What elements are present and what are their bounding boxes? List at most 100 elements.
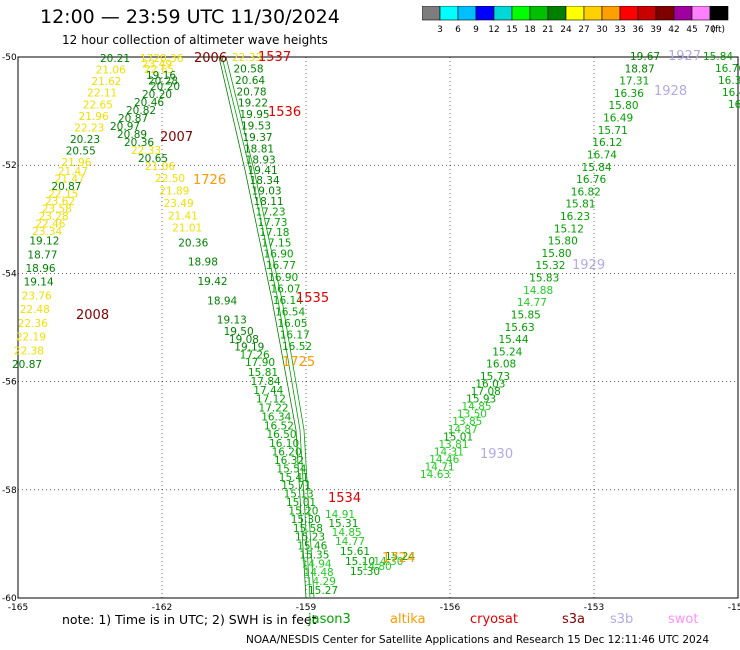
satellite-legend-item: s3b xyxy=(610,612,634,627)
scale-label: 18 xyxy=(524,25,536,35)
wave-height-label: 14.94 xyxy=(302,558,332,570)
wave-height-label: 15.32 xyxy=(535,260,565,272)
wave-height-label: 23.49 xyxy=(142,59,172,71)
wave-height-label: 17.12 xyxy=(256,394,286,406)
wave-height-label: 14.46 xyxy=(429,454,459,466)
wave-height-label: 20.87 xyxy=(12,359,42,371)
lat-tick-label: -56 xyxy=(2,378,17,388)
wave-height-label: 17.44 xyxy=(253,385,283,397)
wave-height-label: 22.33 xyxy=(131,145,161,157)
wave-height-label: 15.58 xyxy=(293,523,323,535)
wave-height-label: 15.10 xyxy=(345,556,375,568)
scale-label: 45 xyxy=(686,25,697,35)
wave-height-label: 16.36 xyxy=(614,88,644,100)
wave-height-label: 15.24 xyxy=(492,346,522,358)
wave-height-label: 16.20 xyxy=(272,447,302,459)
wave-height-label: 15.13 xyxy=(284,489,314,501)
footer-credit: NOAA/NESDIS Center for Satellite Applica… xyxy=(246,634,710,646)
scale-label: 15 xyxy=(506,25,517,35)
pass-time-label: 1928 xyxy=(654,84,687,99)
wave-height-label: 16.12 xyxy=(592,137,622,149)
wave-height-label: 22.33 xyxy=(232,52,262,64)
wave-height-label: 15.01 xyxy=(286,497,316,509)
wave-height-label: 16.14 xyxy=(273,295,303,307)
scale-swatch xyxy=(709,6,729,21)
wave-height-label: 20.21 xyxy=(100,53,130,65)
wave-height-label: 20.97 xyxy=(110,121,140,133)
wave-height-label: 17.26 xyxy=(240,349,270,361)
wave-height-label: 16.17 xyxy=(280,329,310,341)
wave-height-label: 22.48 xyxy=(20,304,50,316)
wave-height-label: 22.11 xyxy=(87,88,117,100)
wave-height-label: 15.54 xyxy=(276,463,306,475)
wave-height-label: 20.36 xyxy=(124,137,154,149)
wave-height-label: 16.07 xyxy=(270,283,300,295)
page-title: 12:00 — 23:59 UTC 11/30/2024 xyxy=(40,6,340,28)
wave-height-label: 13.85 xyxy=(452,416,482,428)
wave-height-label: 18.94 xyxy=(207,295,237,307)
wave-height-label: 16.4 xyxy=(722,87,740,99)
wave-height-label: 21.01 xyxy=(172,223,202,235)
wave-height-label: 14.87 xyxy=(448,424,478,436)
scale-label: 24 xyxy=(560,25,572,35)
wave-height-label: 18.98 xyxy=(188,257,218,269)
lon-tick-label: -162 xyxy=(152,603,172,613)
pass-time-label: 1929 xyxy=(572,258,605,273)
wave-height-label: 15.85 xyxy=(511,309,541,321)
wave-height-label: 19.22 xyxy=(238,98,268,110)
wave-height-label: 14.85 xyxy=(462,401,492,413)
scale-unit: (ft) xyxy=(711,25,725,35)
wave-height-label: 15.46 xyxy=(297,541,327,553)
scale-label: 9 xyxy=(473,25,479,35)
wave-height-label: 19.50 xyxy=(224,326,254,338)
wave-height-label: 14.91 xyxy=(325,509,355,521)
wave-height-label: 20.87 xyxy=(51,181,81,193)
wave-height-label: 15.27 xyxy=(308,585,338,597)
wave-height-label: 15.71 xyxy=(598,125,628,137)
lat-tick-label: -60 xyxy=(2,594,17,604)
pass-time-label: 2008 xyxy=(76,308,109,323)
wave-height-label: 19.03 xyxy=(252,186,282,198)
wave-height-label: 16.90 xyxy=(264,249,294,261)
wave-height-label: 13.81 xyxy=(438,439,468,451)
wave-height-label: 17.31 xyxy=(619,76,649,88)
wave-height-label: 15.01 xyxy=(443,431,473,443)
wave-height-label: 22.65 xyxy=(144,64,174,76)
wave-height-label: 16.49 xyxy=(603,113,633,125)
pass-time-label: 1724 xyxy=(382,551,415,566)
wave-height-label: 20.20 xyxy=(150,81,180,93)
wave-height-label: 16.77 xyxy=(266,260,296,272)
wave-height-label: 16.50 xyxy=(266,429,296,441)
pass-time-label: 1534 xyxy=(328,491,361,506)
wave-height-label: 20.89 xyxy=(117,129,147,141)
wave-height-label: 23.49 xyxy=(164,198,194,210)
satellite-legend-item: swot xyxy=(668,612,699,627)
wave-height-label: 17.22 xyxy=(259,403,289,415)
wave-height-label: 18.87 xyxy=(625,63,655,75)
wave-height-label: 15.81 xyxy=(565,199,595,211)
lon-tick-label: -150 xyxy=(728,603,740,613)
wave-height-label: 16.34 xyxy=(261,411,291,423)
wave-height-label: 15.24 xyxy=(385,551,415,563)
wave-height-label: 22.50 xyxy=(155,173,185,185)
satellite-legend-item: jason3 xyxy=(308,612,351,627)
scale-label: 70 xyxy=(704,25,716,35)
satellite-legend-item: s3a xyxy=(562,612,586,627)
wave-height-label: 16.38 xyxy=(718,75,740,87)
wave-height-label: 15.23 xyxy=(295,532,325,544)
wave-height-label: 14.80 xyxy=(362,561,392,573)
wave-height-label: 14.71 xyxy=(425,461,455,473)
note-text: note: 1) Time is in UTC; 2) SWH is in fe… xyxy=(62,612,317,627)
wave-height-label: 16.52 xyxy=(282,341,312,353)
wave-height-label: 16.03 xyxy=(475,379,505,391)
wave-height-label: 20.87 xyxy=(118,113,148,125)
wave-height-label: 18.93 xyxy=(246,154,276,166)
wave-height-label: 22.38 xyxy=(14,345,44,357)
wave-height-label: 21.62 xyxy=(91,76,121,88)
wave-height-label: 23.28 xyxy=(39,211,69,223)
satellite-track xyxy=(218,56,307,599)
wave-height-label: 20.82 xyxy=(126,105,156,117)
wave-height-label: 15.84 xyxy=(703,51,733,63)
wave-height-label: 14.29 xyxy=(306,576,336,588)
